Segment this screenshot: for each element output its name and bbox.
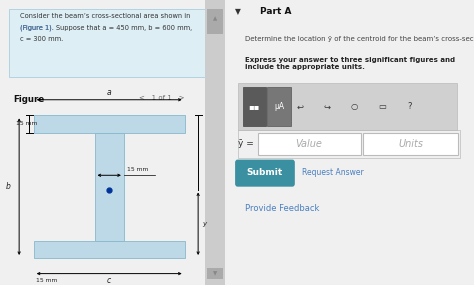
Text: c = 300 mm.: c = 300 mm. xyxy=(20,36,64,42)
Text: μA: μA xyxy=(274,102,284,111)
Text: b: b xyxy=(5,182,10,191)
Text: 15 mm: 15 mm xyxy=(16,121,37,127)
Text: y: y xyxy=(202,221,207,227)
FancyBboxPatch shape xyxy=(207,9,223,34)
Text: ȳ =: ȳ = xyxy=(237,139,253,148)
Text: Express your answer to three significant figures and include the appropriate uni: Express your answer to three significant… xyxy=(245,57,455,70)
FancyBboxPatch shape xyxy=(237,83,456,130)
Text: Units: Units xyxy=(398,139,423,149)
Text: Request Answer: Request Answer xyxy=(302,168,364,178)
FancyBboxPatch shape xyxy=(94,133,124,241)
Text: 15 mm: 15 mm xyxy=(127,167,148,172)
FancyBboxPatch shape xyxy=(363,133,458,155)
Text: 15 mm: 15 mm xyxy=(36,278,57,283)
Text: ▼: ▼ xyxy=(235,7,241,16)
Text: Consider the beam’s cross-sectional area shown in: Consider the beam’s cross-sectional area… xyxy=(20,13,191,19)
FancyBboxPatch shape xyxy=(34,241,184,258)
Text: Submit: Submit xyxy=(247,168,283,178)
Text: ▼: ▼ xyxy=(213,271,217,276)
FancyBboxPatch shape xyxy=(267,87,291,126)
Text: Part A: Part A xyxy=(260,7,292,16)
Text: Figure: Figure xyxy=(13,95,45,105)
Text: Value: Value xyxy=(296,139,322,149)
FancyBboxPatch shape xyxy=(9,9,207,77)
Text: ↩: ↩ xyxy=(296,102,303,111)
FancyBboxPatch shape xyxy=(257,133,361,155)
Text: ▲: ▲ xyxy=(213,16,217,21)
Text: ▪▪: ▪▪ xyxy=(249,102,260,111)
FancyBboxPatch shape xyxy=(235,160,295,187)
Text: c: c xyxy=(107,276,111,285)
Text: a: a xyxy=(107,88,111,97)
Text: ▭: ▭ xyxy=(378,102,386,111)
Text: Provide Feedback: Provide Feedback xyxy=(245,203,319,213)
FancyBboxPatch shape xyxy=(205,0,225,285)
Text: <   1 of 1   >: < 1 of 1 > xyxy=(139,95,185,101)
FancyBboxPatch shape xyxy=(207,268,223,279)
FancyBboxPatch shape xyxy=(243,87,266,126)
Text: ○: ○ xyxy=(351,102,358,111)
Text: (Figure 1). Suppose that a = 450 mm, b = 600 mm,: (Figure 1). Suppose that a = 450 mm, b =… xyxy=(20,24,192,31)
Text: ↪: ↪ xyxy=(324,102,331,111)
FancyBboxPatch shape xyxy=(34,115,184,133)
Text: (Figure 1): (Figure 1) xyxy=(20,24,52,31)
Text: ?: ? xyxy=(407,102,411,111)
Text: Determine the location ȳ of the centroid for the beam’s cross-sectional area: Determine the location ȳ of the centroid… xyxy=(245,36,474,42)
